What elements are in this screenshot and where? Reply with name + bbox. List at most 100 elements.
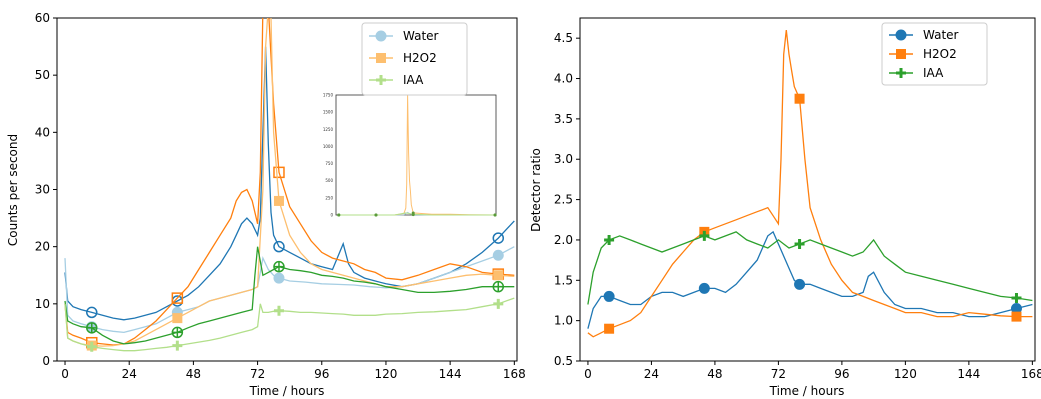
data-point xyxy=(698,282,710,294)
data-point xyxy=(492,249,504,261)
y-tick-label: 30 xyxy=(35,183,50,197)
series-line-iaa-2 xyxy=(587,231,1033,305)
y-tick-label: 3.0 xyxy=(554,152,573,166)
x-tick-label: 144 xyxy=(439,367,462,381)
data-point xyxy=(493,298,504,309)
data-point xyxy=(794,238,805,249)
x-tick-label: 72 xyxy=(771,367,786,381)
left-y-axis-label: Counts per second xyxy=(6,134,20,246)
inset-y-tick-label: 1500 xyxy=(323,110,334,115)
x-tick-label: 168 xyxy=(1021,367,1041,381)
data-point xyxy=(603,290,615,302)
data-point xyxy=(699,230,710,241)
inset-y-tick-label: 0 xyxy=(330,213,333,218)
y-tick-label: 4.0 xyxy=(554,72,573,86)
left-chart: 0 24 48 72 96 120 144 168 0 10 20 30 40 50 60 Time / … xyxy=(6,11,526,398)
left-series-lines xyxy=(64,18,515,352)
y-tick-label: 1.0 xyxy=(554,314,573,328)
x-tick-label: 168 xyxy=(503,367,526,381)
left-legend: Water H2O2 IAA xyxy=(361,22,468,96)
data-point xyxy=(794,278,806,290)
y-tick-label: 10 xyxy=(35,297,50,311)
data-point xyxy=(86,341,97,352)
legend-entry-h2o2: H2O2 xyxy=(889,47,957,61)
left-legend-box xyxy=(361,22,468,96)
data-point xyxy=(493,270,504,281)
legend-label: Water xyxy=(923,28,959,42)
legend-marker xyxy=(896,68,906,78)
y-tick-label: 40 xyxy=(35,125,50,139)
right-legend: Water H2O2 IAA xyxy=(881,22,988,86)
legend-label: Water xyxy=(403,29,439,43)
data-point xyxy=(1011,311,1022,322)
x-tick-label: 144 xyxy=(957,367,980,381)
x-tick-label: 24 xyxy=(644,367,659,381)
data-point xyxy=(171,292,184,304)
x-tick-label: 120 xyxy=(894,367,917,381)
y-tick-label: 50 xyxy=(35,68,50,82)
series-line-h2o2-2 xyxy=(64,18,515,346)
data-point xyxy=(794,93,805,104)
x-tick-label: 0 xyxy=(61,367,69,381)
x-tick-label: 48 xyxy=(707,367,722,381)
series-line-iaa-5 xyxy=(64,297,515,352)
right-y-ticks: 0.5 1.0 1.5 2.0 2.5 3.0 3.5 4.0 4.5 xyxy=(554,31,580,368)
y-tick-label: 1.5 xyxy=(554,273,573,287)
right-y-axis-label: Detector ratio xyxy=(529,148,543,232)
legend-entry-water: Water xyxy=(889,28,959,42)
inset-data-point xyxy=(411,212,415,216)
legend-marker xyxy=(896,49,906,59)
series-line-water-0 xyxy=(64,46,515,321)
data-point xyxy=(492,232,505,244)
left-y-ticks: 0 10 20 30 40 50 60 xyxy=(35,11,57,368)
inset-series-line-2 xyxy=(338,212,496,216)
legend-entry-iaa: IAA xyxy=(889,66,944,80)
inset-y-ticks: 0 250 500 750 1000 1250 1500 1750 xyxy=(323,93,334,218)
right-legend-box xyxy=(881,22,988,86)
data-point xyxy=(604,234,615,245)
inset-y-tick-label: 1750 xyxy=(323,93,334,98)
right-chart: 0 24 48 72 96 120 144 168 0.5 1.0 1.5 2.0 2.5 3.0 3.5… xyxy=(529,17,1041,398)
data-point xyxy=(86,322,98,334)
data-point xyxy=(172,313,183,324)
x-tick-label: 24 xyxy=(122,367,137,381)
inset-data-point xyxy=(493,213,497,217)
inset-y-tick-label: 1000 xyxy=(323,144,334,149)
y-tick-label: 2.5 xyxy=(554,193,573,207)
data-point xyxy=(273,260,285,273)
left-x-axis-label: Time / hours xyxy=(249,384,325,398)
inset-series-lines xyxy=(337,94,497,217)
legend-label: H2O2 xyxy=(923,47,957,61)
data-point xyxy=(273,272,285,284)
inset-chart: 0 250 500 750 1000 1250 1500 1750 xyxy=(323,93,497,218)
right-series-lines xyxy=(587,30,1033,338)
y-tick-label: 0 xyxy=(42,354,50,368)
legend-entry-h2o2: H2O2 xyxy=(369,51,437,65)
data-point xyxy=(604,323,615,334)
data-point xyxy=(492,280,505,293)
x-tick-label: 48 xyxy=(186,367,201,381)
data-point xyxy=(1011,293,1022,304)
legend-label: IAA xyxy=(923,66,944,80)
data-point xyxy=(273,166,285,179)
right-x-axis-label: Time / hours xyxy=(769,384,845,398)
inset-y-tick-label: 250 xyxy=(325,195,333,200)
inset-y-tick-label: 750 xyxy=(325,161,333,166)
data-point xyxy=(86,306,98,319)
legend-entry-iaa: IAA xyxy=(369,73,424,87)
y-tick-label: 60 xyxy=(35,11,50,25)
legend-marker xyxy=(376,53,386,63)
legend-marker xyxy=(375,30,387,42)
legend-entry-water: Water xyxy=(369,29,439,43)
left-x-ticks: 0 24 48 72 96 120 144 168 xyxy=(61,361,526,381)
y-tick-label: 0.5 xyxy=(554,354,573,368)
data-point xyxy=(273,240,285,253)
data-point xyxy=(273,195,284,206)
legend-marker xyxy=(376,75,386,85)
y-tick-label: 20 xyxy=(35,240,50,254)
x-tick-label: 96 xyxy=(834,367,849,381)
series-line-water-1 xyxy=(64,246,515,334)
x-tick-label: 120 xyxy=(375,367,398,381)
right-plot-area xyxy=(579,17,1036,362)
